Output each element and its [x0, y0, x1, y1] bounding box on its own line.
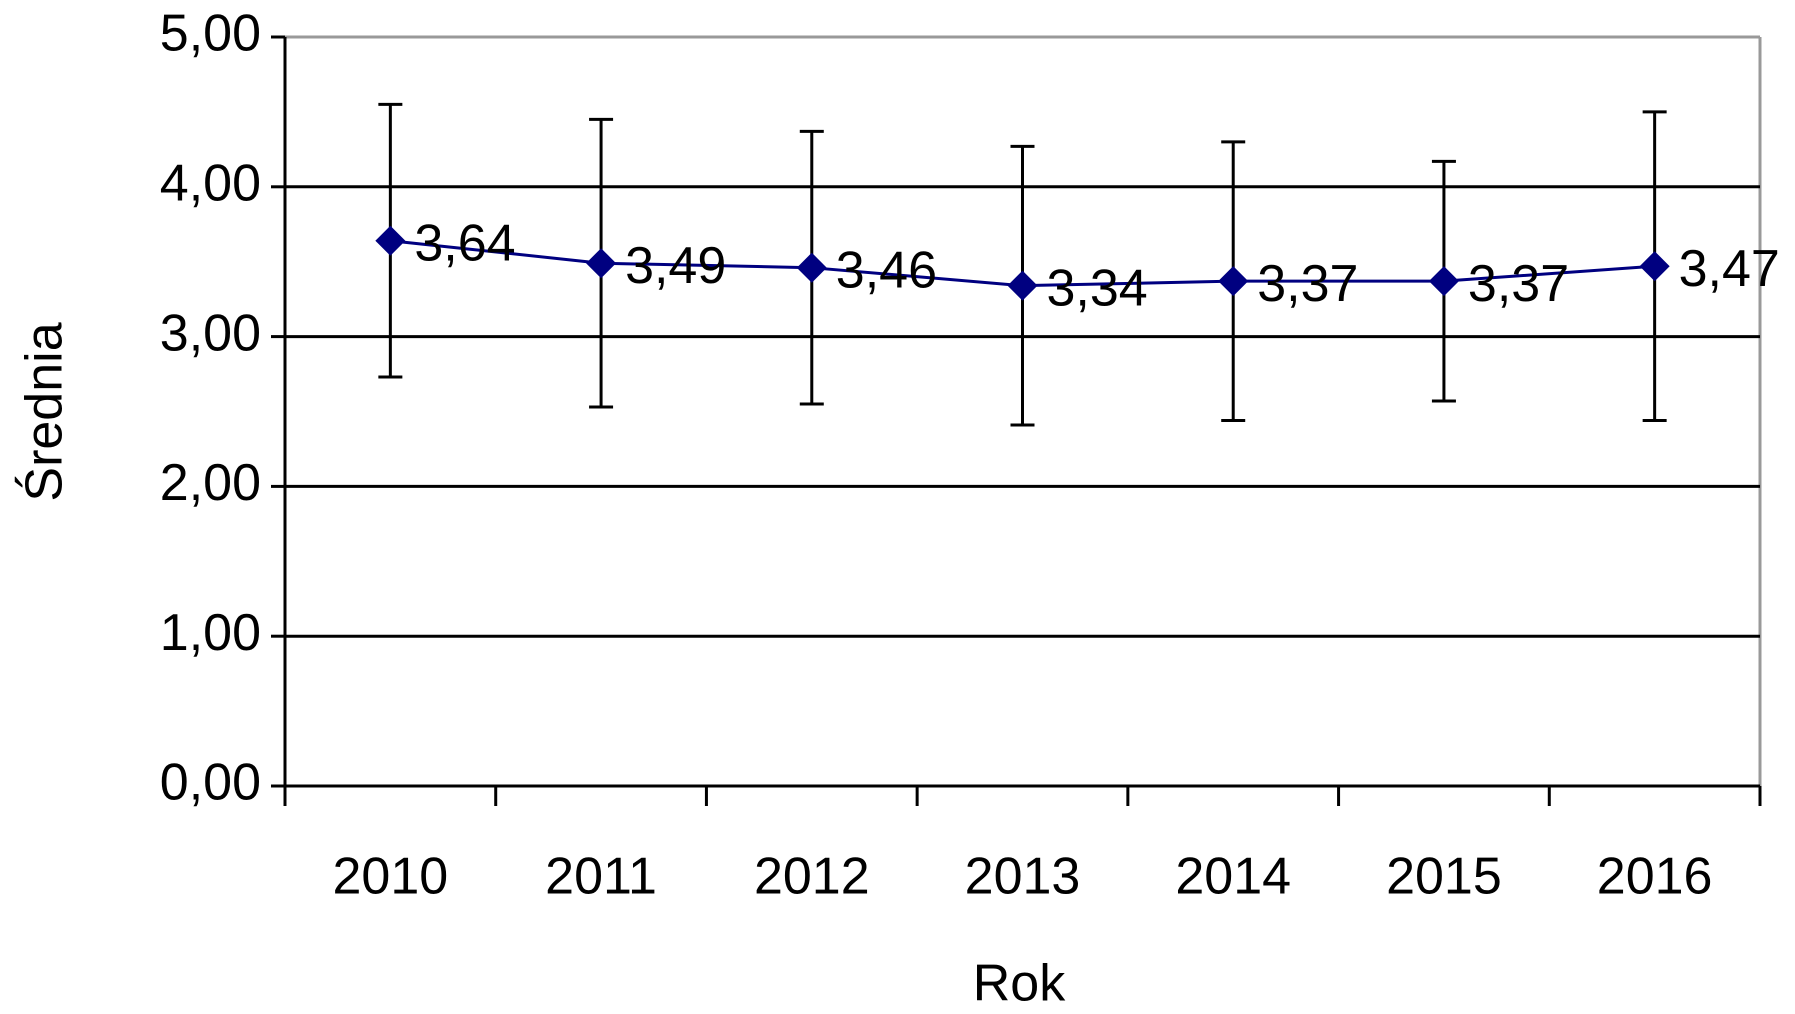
data-label: 3,49	[625, 237, 726, 295]
x-tick-label: 2012	[754, 848, 870, 906]
marker	[1428, 266, 1459, 297]
data-label: 3,37	[1468, 255, 1569, 313]
marker	[375, 225, 406, 256]
marker	[796, 252, 827, 283]
marker	[1218, 266, 1249, 297]
y-tick-label: 2,00	[160, 454, 261, 512]
data-label: 3,46	[836, 241, 937, 299]
x-tick-label: 2014	[1175, 848, 1291, 906]
data-label: 3,34	[1047, 259, 1148, 317]
y-tick-label: 3,00	[160, 304, 261, 362]
y-axis-title: Średnia	[15, 322, 74, 501]
x-tick-label: 2016	[1597, 848, 1713, 906]
marker	[1007, 270, 1038, 301]
x-axis-title: Rok	[973, 955, 1066, 1013]
data-label: 3,47	[1679, 240, 1780, 298]
data-label: 3,64	[414, 214, 515, 272]
x-tick-label: 2013	[965, 848, 1081, 906]
x-tick-label: 2015	[1386, 848, 1502, 906]
marker	[1639, 251, 1670, 282]
x-tick-label: 2010	[333, 848, 449, 906]
y-tick-label: 5,00	[160, 5, 261, 63]
y-tick-label: 0,00	[160, 754, 261, 812]
marker	[586, 248, 617, 279]
data-label: 3,37	[1257, 255, 1358, 313]
x-tick-label: 2011	[545, 848, 657, 906]
y-tick-label: 1,00	[160, 604, 261, 662]
y-tick-label: 4,00	[160, 155, 261, 213]
